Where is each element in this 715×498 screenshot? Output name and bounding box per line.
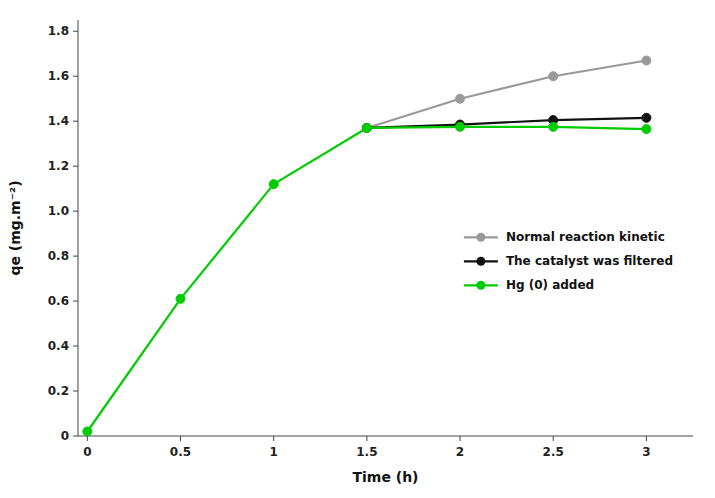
x-tick-label: 2	[456, 445, 464, 459]
series	[83, 122, 651, 436]
series-point	[642, 113, 651, 122]
series-point	[362, 123, 371, 132]
x-tick-label: 3	[642, 445, 650, 459]
legend-marker	[476, 281, 485, 290]
x-tick	[646, 436, 647, 441]
series	[362, 113, 651, 132]
series-point	[269, 180, 278, 189]
x-tick	[87, 436, 88, 441]
x-tick	[180, 436, 181, 441]
x-tick	[366, 436, 367, 441]
y-tick	[73, 166, 78, 167]
x-tick	[273, 436, 274, 441]
y-tick-label: 1.8	[48, 24, 69, 38]
y-tick	[73, 391, 78, 392]
legend-marker	[476, 257, 485, 266]
legend-label: Hg (0) added	[506, 278, 594, 292]
x-tick-label: 0.5	[170, 445, 191, 459]
y-tick	[73, 256, 78, 257]
x-tick-label: 0	[83, 445, 91, 459]
y-axis-label: qe (mg.m⁻²)	[7, 180, 23, 275]
x-tick-label: 1.5	[356, 445, 377, 459]
y-tick	[73, 436, 78, 437]
y-tick	[73, 31, 78, 32]
legend: Normal reaction kinetic The catalyst was …	[454, 217, 683, 305]
x-axis-label: Time (h)	[352, 469, 418, 485]
series-line	[367, 60, 647, 127]
legend-label: Normal reaction kinetic	[506, 230, 665, 244]
series-point	[642, 125, 651, 134]
series-point	[362, 123, 371, 132]
series-point	[456, 94, 465, 103]
y-tick	[73, 76, 78, 77]
series-point	[549, 122, 558, 131]
y-tick	[73, 211, 78, 212]
axes: 0 0.2 0.4 0.6 0.8 1.0 1.2 1.4 1.6 1.8 0 0.5 1 1.5 2 2.5…	[48, 20, 693, 459]
y-tick-label: 0.4	[48, 339, 69, 353]
series-point	[83, 427, 92, 436]
x-tick	[553, 436, 554, 441]
y-tick	[73, 346, 78, 347]
x-tick-label: 1	[270, 445, 278, 459]
y-tick-label: 0	[61, 429, 69, 443]
y-tick-label: 1.0	[48, 204, 69, 218]
series	[362, 56, 651, 132]
x-tick	[460, 436, 461, 441]
y-tick	[73, 121, 78, 122]
y-axis-line	[78, 20, 79, 436]
y-tick	[73, 301, 78, 302]
x-tick-label: 2.5	[543, 445, 564, 459]
y-tick-label: 0.6	[48, 294, 69, 308]
series-point	[362, 123, 371, 132]
y-tick-label: 1.4	[48, 114, 69, 128]
series-point	[642, 56, 651, 65]
series-point	[176, 294, 185, 303]
y-tick-label: 1.2	[48, 159, 69, 173]
x-axis-line	[78, 436, 693, 437]
y-tick-label: 0.2	[48, 384, 69, 398]
series-point	[456, 122, 465, 131]
legend-label: The catalyst was filtered	[506, 254, 673, 268]
y-tick-label: 0.8	[48, 249, 69, 263]
series-point	[549, 72, 558, 81]
chart: 0 0.2 0.4 0.6 0.8 1.0 1.2 1.4 1.6 1.8 0 0.5 1 1.5 2 2.5…	[0, 0, 715, 498]
legend-marker	[476, 233, 485, 242]
chart-container: 0 0.2 0.4 0.6 0.8 1.0 1.2 1.4 1.6 1.8 0 0.5 1 1.5 2 2.5…	[0, 0, 715, 498]
series-line	[87, 127, 646, 432]
legend-background	[454, 217, 683, 305]
y-tick-label: 1.6	[48, 69, 69, 83]
